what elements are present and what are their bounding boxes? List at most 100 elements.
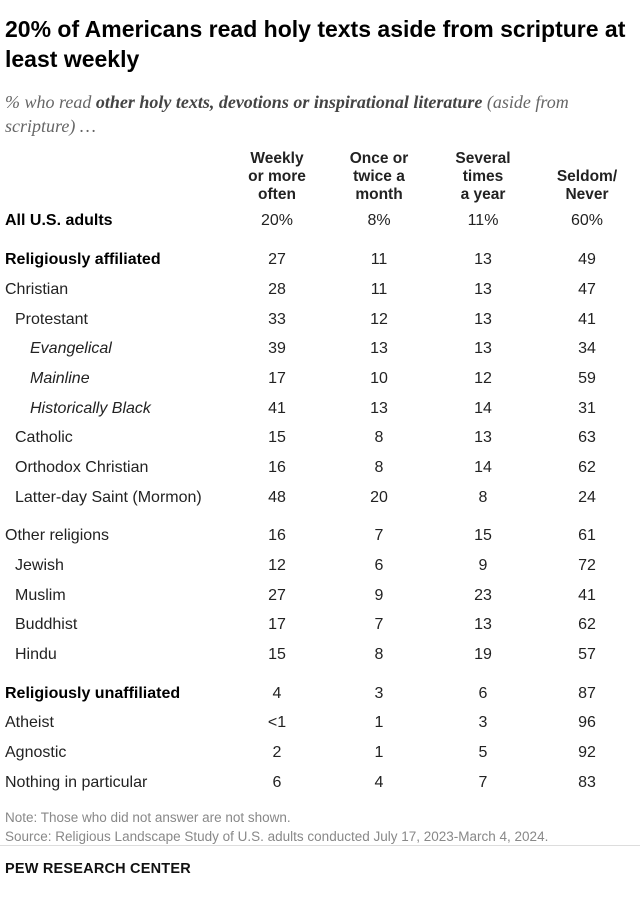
table-cell: 16	[268, 527, 286, 544]
chart-title: 20% of Americans read holy texts aside f…	[5, 16, 626, 72]
table-cell: 13	[474, 281, 492, 298]
table-cell: 83	[578, 774, 596, 791]
table-cell: 6	[478, 685, 488, 702]
table-cell: 92	[578, 744, 596, 761]
row-label: Other religions	[5, 527, 110, 544]
table-cell: 13	[474, 616, 492, 633]
table-cell: 15	[268, 429, 286, 446]
table-cell: 62	[578, 616, 596, 633]
row-label: Mainline	[30, 370, 90, 387]
table-cell: 23	[474, 587, 492, 604]
pew-logo-text: PEW RESEARCH CENTER	[5, 861, 191, 877]
table-cell: 41	[268, 400, 286, 417]
table-cell: 4	[374, 774, 384, 791]
table-cell: 39	[268, 340, 286, 357]
table-cell: 12	[268, 557, 286, 574]
table-cell: 60%	[570, 212, 604, 229]
note-text: Note: Those who did not answer are not s…	[5, 810, 291, 825]
table-cell: 1	[374, 744, 384, 761]
footer-divider	[0, 845, 640, 846]
table-cell: 5	[478, 744, 488, 761]
table-cell: 3	[374, 685, 384, 702]
row-label: Historically Black	[30, 400, 151, 417]
table-cell: 96	[578, 714, 596, 731]
table-cell: <1	[267, 714, 287, 731]
table-cell: 15	[268, 646, 286, 663]
table-cell: 16	[268, 459, 286, 476]
table-cell: 41	[578, 311, 596, 328]
table-cell: 27	[268, 587, 286, 604]
table-cell: 9	[478, 557, 488, 574]
column-header: Once or twice a month	[349, 150, 409, 203]
table-cell: 7	[478, 774, 488, 791]
table-cell: 19	[474, 646, 492, 663]
table-cell: 62	[578, 459, 596, 476]
table-cell: 14	[474, 459, 492, 476]
table-cell: 24	[578, 489, 596, 506]
table-cell: 63	[578, 429, 596, 446]
table-cell: 12	[474, 370, 492, 387]
row-label: Evangelical	[30, 340, 112, 357]
table-cell: 1	[374, 714, 384, 731]
table-cell: 28	[268, 281, 286, 298]
column-header: Several times a year	[455, 150, 511, 203]
chart-subtitle: % who read other holy texts, devotions o…	[5, 90, 635, 138]
table-cell: 47	[578, 281, 596, 298]
table-cell: 8	[374, 429, 384, 446]
table-cell: 8%	[367, 212, 391, 229]
row-label: Atheist	[5, 714, 54, 731]
subtitle-prefix: % who read	[5, 92, 96, 112]
table-cell: 20%	[260, 212, 294, 229]
table-cell: 13	[370, 400, 388, 417]
table-cell: 34	[578, 340, 596, 357]
table-cell: 17	[268, 370, 286, 387]
column-header: Seldom/ Never	[556, 168, 618, 203]
table-cell: 11%	[467, 212, 499, 229]
table-cell: 13	[474, 340, 492, 357]
row-label: Religiously unaffiliated	[5, 685, 181, 702]
subtitle-emphasis: other holy texts, devotions or inspirati…	[95, 92, 483, 112]
source-text: Source: Religious Landscape Study of U.S…	[5, 829, 549, 844]
table-cell: 31	[578, 400, 596, 417]
row-label: Christian	[5, 281, 69, 298]
table-cell: 8	[478, 489, 488, 506]
table-cell: 17	[268, 616, 286, 633]
table-cell: 6	[374, 557, 384, 574]
table-cell: 13	[474, 251, 492, 268]
table-cell: 57	[578, 646, 596, 663]
row-label: Protestant	[15, 311, 88, 328]
row-label: Jewish	[15, 557, 64, 574]
table-cell: 13	[474, 429, 492, 446]
table-cell: 48	[268, 489, 286, 506]
table-cell: 7	[374, 616, 384, 633]
table-cell: 33	[268, 311, 286, 328]
table-cell: 6	[272, 774, 282, 791]
table-cell: 12	[370, 311, 388, 328]
table-cell: 13	[474, 311, 492, 328]
table-cell: 8	[374, 646, 384, 663]
table-cell: 4	[272, 685, 282, 702]
row-label: Muslim	[15, 587, 66, 604]
table-cell: 2	[272, 744, 282, 761]
row-label: Religiously affiliated	[5, 251, 161, 268]
row-label: Latter-day Saint (Mormon)	[15, 489, 202, 506]
table-cell: 3	[478, 714, 488, 731]
row-label: Buddhist	[15, 616, 78, 633]
table-cell: 10	[370, 370, 388, 387]
table-cell: 11	[370, 251, 388, 268]
table-cell: 13	[370, 340, 388, 357]
row-label: Catholic	[15, 429, 73, 446]
subtitle-suffix: (aside from scripture) …	[5, 92, 569, 136]
table-cell: 59	[578, 370, 596, 387]
table-cell: 8	[374, 459, 384, 476]
row-label: Hindu	[15, 646, 57, 663]
row-label: Agnostic	[5, 744, 67, 761]
table-cell: 15	[474, 527, 492, 544]
row-label: Orthodox Christian	[15, 459, 149, 476]
row-label: Nothing in particular	[5, 774, 148, 791]
column-header: Weekly or more often	[248, 150, 306, 203]
table-cell: 20	[370, 489, 388, 506]
table-cell: 27	[268, 251, 286, 268]
table-cell: 41	[578, 587, 596, 604]
table-cell: 87	[578, 685, 596, 702]
